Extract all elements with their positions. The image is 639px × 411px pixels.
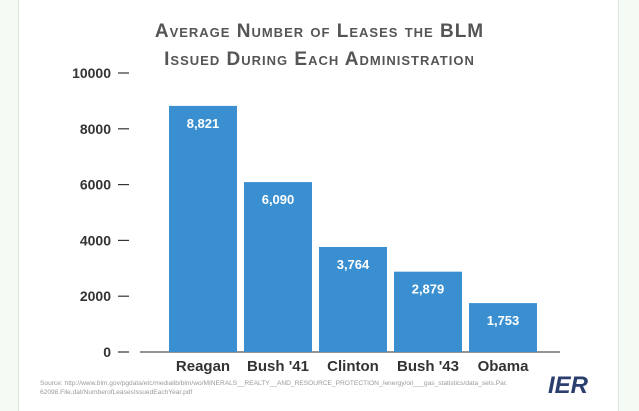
category-label: Clinton [327,358,379,375]
data-label: 6,090 [262,192,295,207]
chart-title-line-2: Issued During Each Administration [164,49,475,70]
bar-1 [244,182,312,352]
y-tick-label: 2000 [80,288,111,304]
chart-title-line-1: Average Number of Leases the BLM [154,21,485,42]
y-tick-label: 6000 [80,177,111,193]
bar-0 [169,105,237,352]
y-tick-label: 4000 [80,232,111,248]
category-label: Obama [478,358,530,375]
source-citation: Source: http://www.blm.gov/pgdata/etc/me… [40,380,508,396]
ier-logo: IER [548,372,589,399]
data-label: 1,753 [487,313,520,328]
category-label: Reagan [176,358,230,375]
y-tick-label: 8000 [80,121,111,137]
data-label: 3,764 [337,257,370,272]
bar-2 [319,246,387,352]
y-tick-label: 0 [103,344,111,360]
category-label: Bush '41 [247,358,309,375]
data-label: 8,821 [187,116,220,131]
data-label: 2,879 [412,282,445,297]
y-tick-label: 10000 [72,65,111,81]
category-label: Bush '43 [397,358,459,375]
chart-title: Average Number of Leases the BLM Issued … [0,18,639,74]
bar-4 [469,303,537,352]
bar-3 [394,271,462,352]
